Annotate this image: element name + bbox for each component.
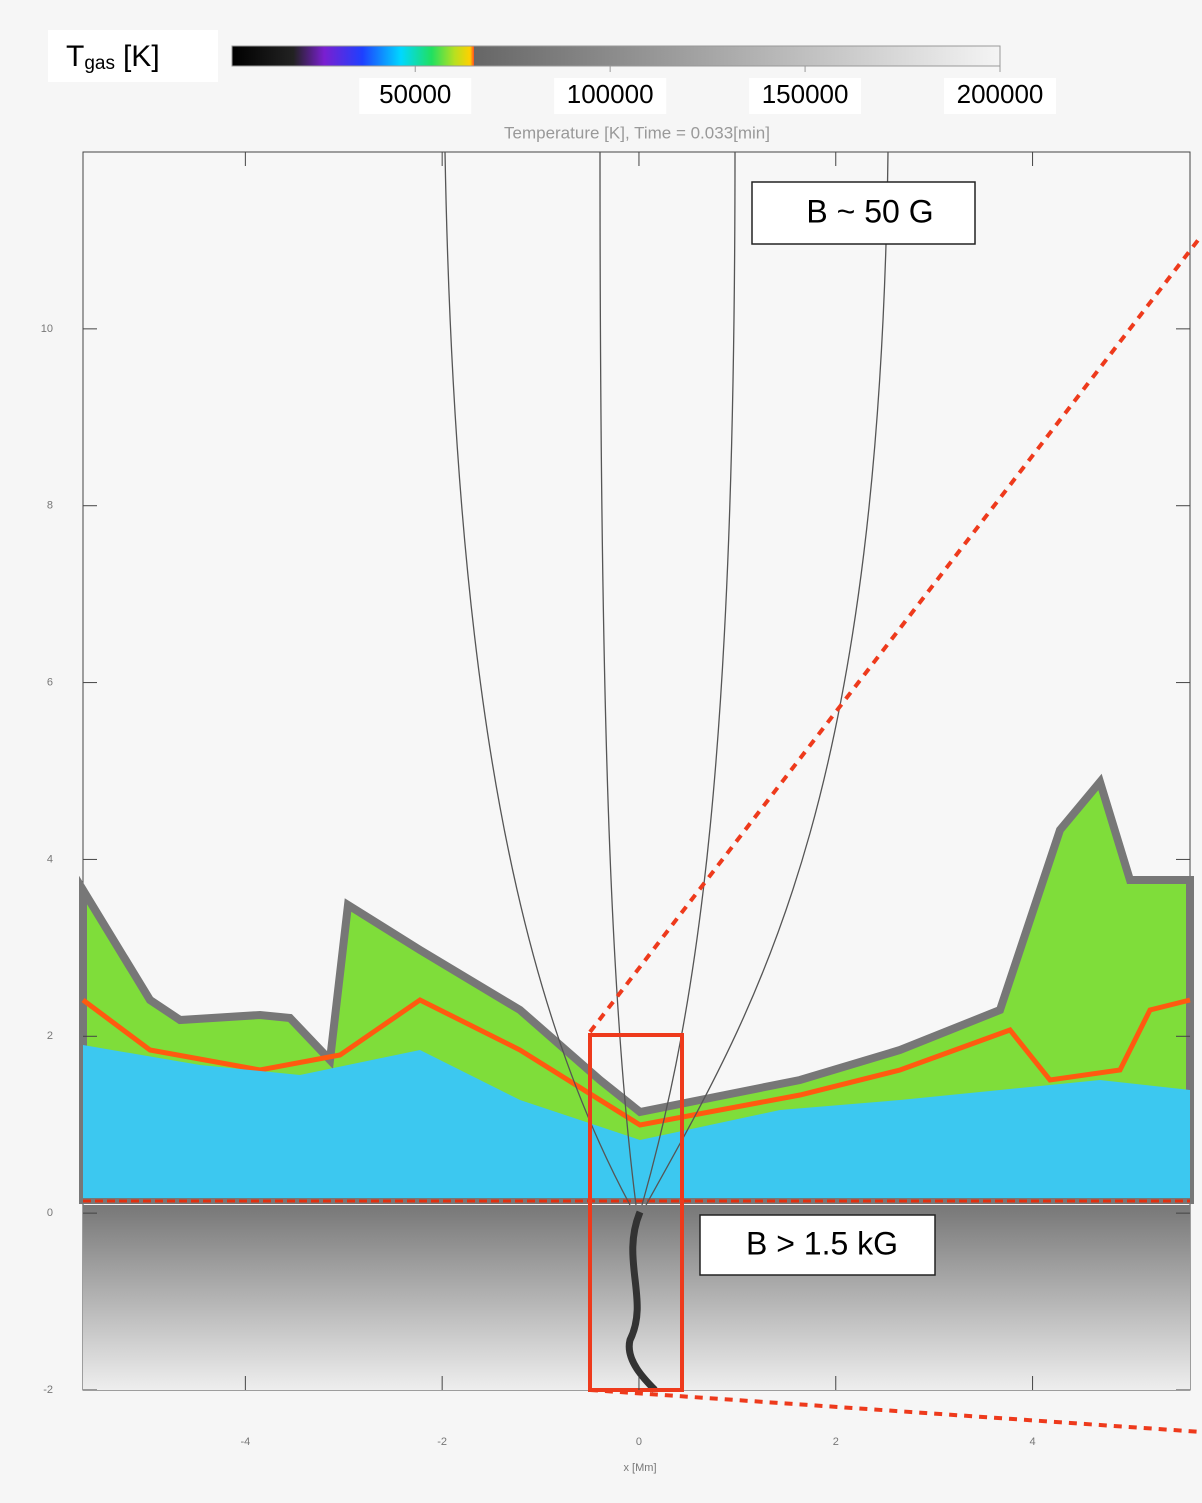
colorbar-tick-box — [944, 78, 1056, 114]
x-axis-label: x [Mm] — [624, 1462, 657, 1474]
colorbar-tick-box — [749, 78, 862, 114]
chart-title: Temperature [K], Time = 0.033[min] — [504, 123, 770, 142]
y-tick-label: 4 — [47, 853, 53, 865]
x-tick-label: -2 — [437, 1436, 447, 1448]
colorbar — [231, 45, 1001, 67]
colorbar-tick-box — [359, 78, 472, 114]
field-lines — [444, 151, 889, 1206]
x-tick-label: -4 — [240, 1436, 250, 1448]
colorbar-label-box — [48, 30, 218, 82]
field-line — [645, 151, 889, 1206]
cool-layer — [83, 1045, 1190, 1198]
annotation-box — [699, 1214, 936, 1276]
field-line — [599, 151, 637, 1206]
colorbar-tick-label: 100000 — [567, 79, 654, 109]
field-line — [444, 151, 631, 1206]
annotation: B > 1.5 kG — [746, 1225, 898, 1261]
x-tick-label: 4 — [1029, 1436, 1035, 1448]
colorbar-tick-label: 200000 — [957, 79, 1044, 109]
colorbar-tick-label: 150000 — [762, 79, 849, 109]
x-tick-label: 0 — [636, 1436, 642, 1448]
y-tick-label: 6 — [47, 676, 53, 688]
y-tick-label: 0 — [47, 1207, 53, 1219]
annotation-box — [751, 181, 976, 245]
flux-tube — [625, 1210, 658, 1393]
colorbar-label: Tgas [K] — [66, 40, 160, 74]
y-tick-label: -2 — [43, 1384, 53, 1396]
y-tick-label: 10 — [41, 323, 53, 335]
y-tick-label: 2 — [47, 1030, 53, 1042]
zoom-box — [588, 1033, 684, 1392]
y-tick-label: 8 — [47, 500, 53, 512]
annotation: B ~ 50 G — [806, 193, 933, 229]
field-line — [641, 151, 736, 1206]
zoom-line — [589, 1388, 1202, 1434]
colorbar-tick-box — [554, 78, 667, 114]
zoom-line — [588, 233, 1202, 1034]
colorbar-tick-label: 50000 — [379, 79, 451, 109]
x-tick-label: 2 — [833, 1436, 839, 1448]
orange-band — [81, 997, 1191, 1128]
